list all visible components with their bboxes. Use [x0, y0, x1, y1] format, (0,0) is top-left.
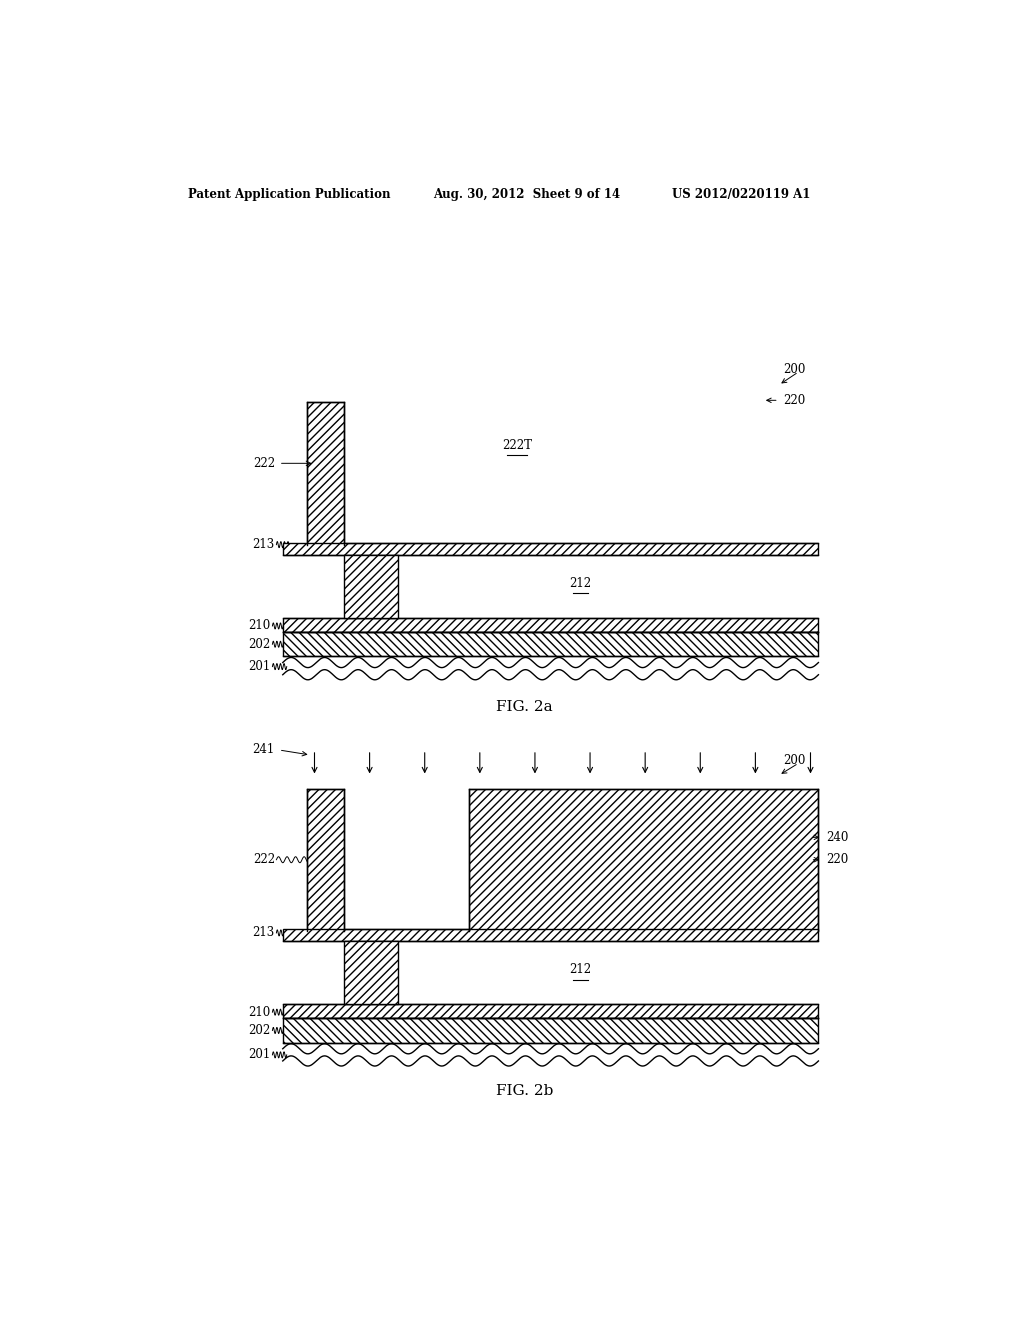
Text: 200: 200: [782, 754, 805, 767]
Text: 240: 240: [826, 830, 849, 843]
Bar: [306, 403, 344, 545]
Bar: [283, 929, 818, 941]
Bar: [283, 1018, 818, 1043]
Text: FIG. 2a: FIG. 2a: [497, 700, 553, 714]
Text: 210: 210: [249, 1006, 270, 1019]
Text: 211: 211: [359, 577, 381, 590]
Text: 201: 201: [249, 1048, 270, 1061]
Bar: [283, 543, 818, 554]
Text: 202: 202: [249, 1024, 270, 1038]
Text: 222: 222: [253, 853, 274, 866]
Bar: [469, 788, 818, 931]
Text: 211: 211: [359, 964, 381, 975]
Bar: [344, 941, 397, 1005]
Text: 210: 210: [249, 619, 270, 632]
Bar: [283, 632, 818, 656]
Bar: [306, 788, 344, 931]
Text: 213: 213: [253, 539, 274, 552]
Text: 220: 220: [782, 393, 805, 407]
Text: 200: 200: [782, 363, 805, 376]
Text: 222: 222: [253, 457, 274, 470]
Bar: [344, 554, 397, 618]
Bar: [283, 1005, 818, 1018]
Text: US 2012/0220119 A1: US 2012/0220119 A1: [672, 189, 810, 202]
Text: 201: 201: [249, 660, 270, 673]
Text: 212: 212: [569, 964, 592, 975]
Text: 213: 213: [253, 927, 274, 940]
Text: Aug. 30, 2012  Sheet 9 of 14: Aug. 30, 2012 Sheet 9 of 14: [433, 189, 621, 202]
Text: 212: 212: [569, 577, 592, 590]
Text: 241: 241: [253, 743, 274, 756]
Text: 220: 220: [826, 853, 849, 866]
Text: 222T: 222T: [502, 438, 531, 451]
Text: FIG. 2b: FIG. 2b: [496, 1085, 554, 1098]
Text: 202: 202: [249, 638, 270, 651]
Bar: [283, 618, 818, 632]
Text: Patent Application Publication: Patent Application Publication: [187, 189, 390, 202]
